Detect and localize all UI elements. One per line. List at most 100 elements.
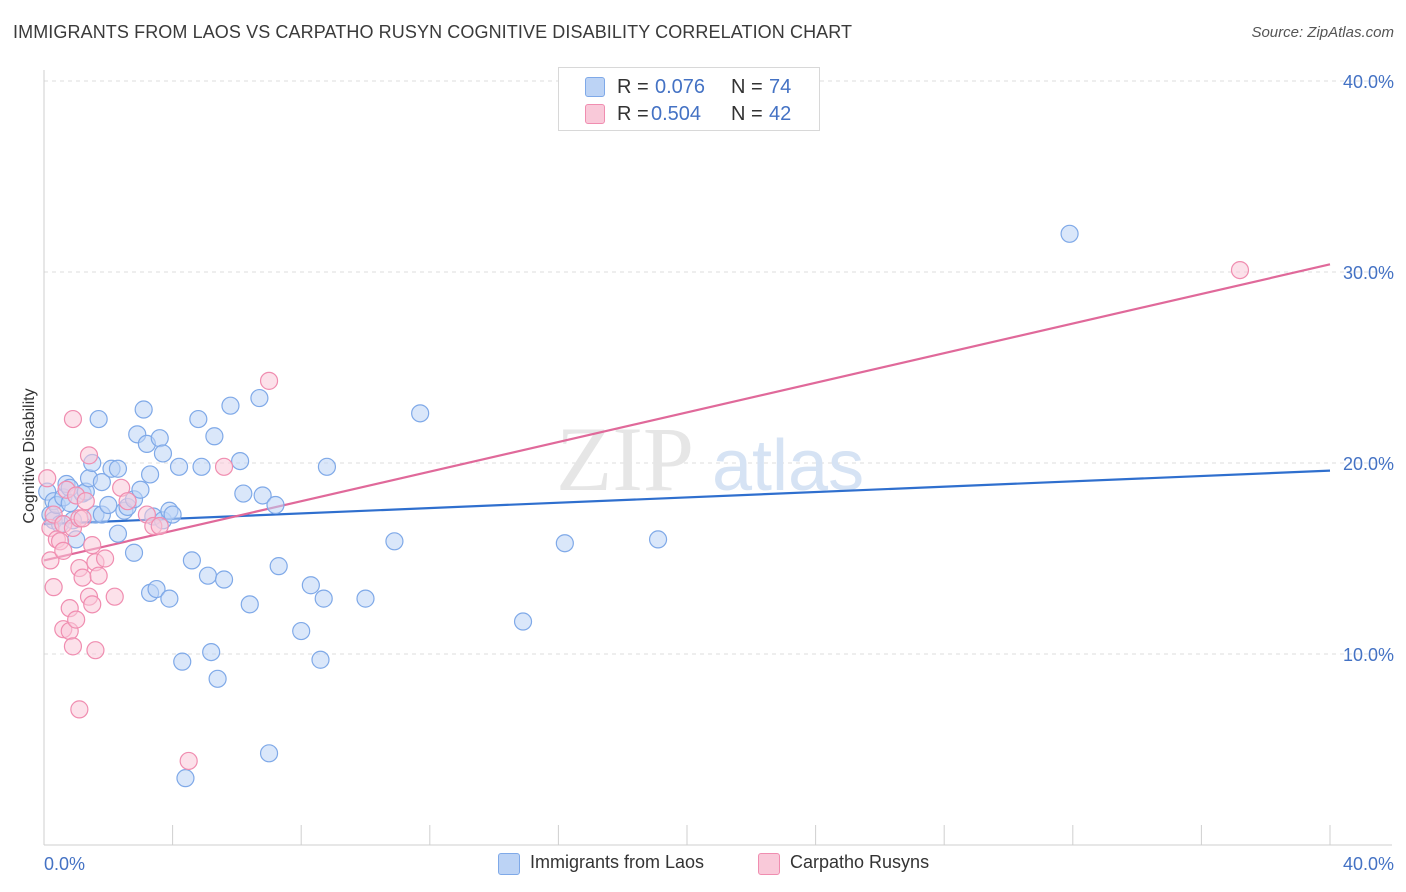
point-rusyn	[89, 566, 108, 585]
x-tick-label: 0.0%	[44, 854, 85, 874]
point-rusyn	[73, 568, 92, 587]
point-laos	[150, 429, 169, 448]
point-laos	[317, 457, 337, 476]
n-label: N =	[731, 103, 763, 125]
legend-swatch-rusyn	[585, 104, 605, 124]
point-laos	[134, 400, 153, 419]
point-laos	[253, 486, 272, 505]
y-tick-label: 10.0%	[1343, 645, 1394, 665]
point-laos	[1060, 224, 1079, 243]
point-rusyn	[41, 551, 60, 570]
point-laos	[173, 652, 192, 671]
point-laos	[240, 595, 259, 614]
point-laos	[221, 396, 240, 415]
point-rusyn	[67, 610, 86, 629]
legend-label-laos: Immigrants from Laos	[530, 852, 705, 872]
r-label: R =	[617, 103, 649, 125]
point-rusyn	[150, 516, 169, 536]
point-laos	[250, 388, 269, 408]
point-laos	[99, 495, 118, 515]
point-laos	[269, 557, 288, 576]
point-laos	[411, 404, 430, 423]
point-laos	[208, 669, 227, 688]
source-label: Source: ZipAtlas.com	[1251, 24, 1394, 41]
point-laos	[160, 589, 179, 608]
point-rusyn	[83, 536, 102, 555]
n-label: N =	[731, 76, 763, 98]
point-laos	[147, 579, 166, 599]
point-laos	[192, 457, 211, 476]
watermark-zip: ZIP	[556, 408, 694, 510]
point-laos	[259, 744, 279, 763]
point-rusyn	[70, 700, 89, 719]
point-laos	[153, 444, 173, 463]
point-rusyn	[73, 509, 92, 528]
point-laos	[108, 459, 128, 478]
point-rusyn	[76, 492, 95, 511]
legend-swatch-laos	[585, 77, 605, 97]
point-rusyn	[63, 409, 83, 429]
point-laos	[292, 621, 311, 641]
point-rusyn	[83, 595, 102, 614]
point-laos	[311, 650, 330, 669]
point-rusyn	[118, 492, 137, 511]
point-rusyn	[86, 641, 105, 660]
data-points	[38, 224, 1250, 788]
point-laos	[92, 473, 111, 492]
point-laos	[182, 551, 201, 570]
point-rusyn	[179, 751, 198, 771]
trend-line-laos	[43, 469, 1331, 526]
r-value: 0.076	[655, 76, 706, 98]
legend-swatch-rusyn	[758, 853, 780, 875]
point-laos	[124, 543, 144, 562]
axes	[43, 70, 1392, 846]
point-laos	[189, 409, 208, 429]
y-tick-label: 20.0%	[1343, 454, 1394, 474]
point-laos	[176, 769, 195, 788]
point-laos	[231, 451, 250, 471]
point-laos	[301, 576, 320, 595]
point-rusyn	[1230, 260, 1250, 280]
x-tick-label: 40.0%	[1343, 854, 1394, 874]
point-rusyn	[95, 549, 115, 568]
point-laos	[513, 612, 533, 631]
point-rusyn	[54, 541, 73, 560]
point-laos	[555, 534, 574, 553]
point-laos	[314, 589, 333, 608]
r-label: R =	[617, 76, 649, 98]
point-laos	[214, 570, 234, 589]
y-tick-label: 30.0%	[1343, 263, 1394, 283]
y-tick-label: 40.0%	[1343, 72, 1394, 92]
point-rusyn	[214, 457, 234, 476]
point-laos	[131, 480, 150, 499]
point-laos	[89, 409, 108, 429]
point-rusyn	[63, 637, 83, 656]
point-laos	[140, 465, 160, 484]
tick-labels: 10.0% 20.0% 30.0% 40.0% 0.0% 40.0%	[44, 72, 1394, 874]
point-laos	[234, 484, 253, 503]
point-laos	[163, 505, 182, 524]
trend-line-rusyn	[43, 263, 1331, 562]
chart-title: IMMIGRANTS FROM LAOS VS CARPATHO RUSYN C…	[13, 22, 853, 42]
trend-lines	[43, 263, 1331, 562]
point-laos	[108, 524, 128, 543]
point-laos	[266, 495, 285, 515]
r-value: 0.504	[651, 103, 702, 125]
point-laos	[648, 530, 668, 549]
point-laos	[198, 566, 218, 585]
legend-swatch-laos	[498, 853, 520, 875]
n-value: 42	[769, 103, 792, 125]
stats-legend: R = 0.076 N = 74 R = 0.504 N = 42	[558, 67, 820, 131]
point-laos	[356, 589, 375, 608]
point-laos	[385, 532, 404, 551]
point-rusyn	[38, 469, 57, 488]
grid-lines	[44, 80, 1392, 655]
legend-label-rusyn: Carpatho Rusyns	[790, 852, 930, 872]
watermark: ZIP atlas	[556, 408, 864, 510]
n-value: 74	[769, 76, 792, 98]
point-rusyn	[44, 578, 63, 597]
point-laos	[202, 642, 221, 662]
point-rusyn	[79, 446, 99, 465]
point-laos	[169, 457, 189, 476]
